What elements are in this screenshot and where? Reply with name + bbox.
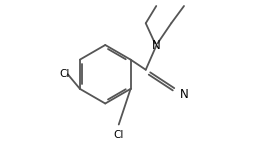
Text: Cl: Cl [60,69,70,79]
Text: N: N [152,39,161,52]
Text: Cl: Cl [114,130,124,141]
Text: N: N [180,88,189,101]
